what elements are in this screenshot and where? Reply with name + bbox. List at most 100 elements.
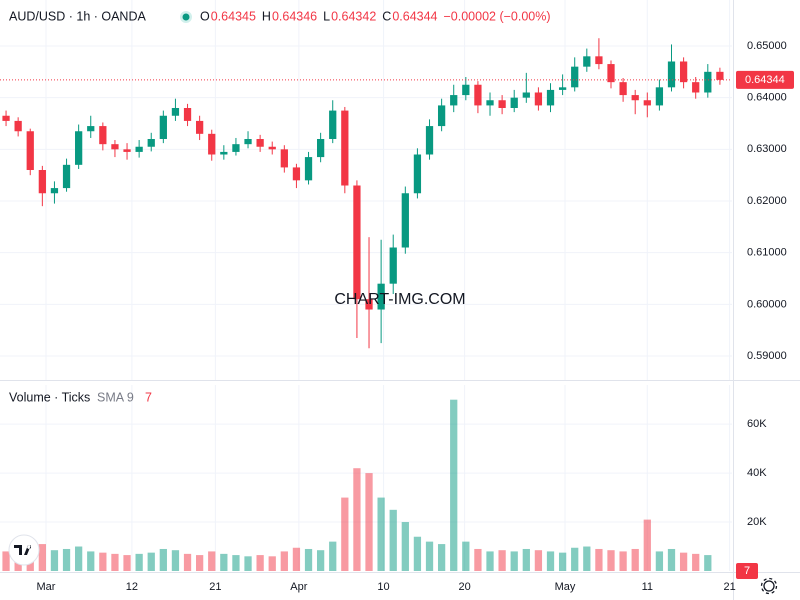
change: −0.00002 (−0.00%) [444, 9, 551, 23]
volume-bar [643, 519, 651, 571]
volume-bar [510, 551, 518, 571]
candle-body [522, 92, 530, 98]
volume-title: Volume · Ticks [9, 390, 90, 404]
candle-body [244, 138, 252, 145]
y-tick-label: 0.60000 [747, 298, 787, 310]
candle-body [510, 97, 518, 108]
volume-bar [679, 552, 688, 571]
ohlc-label: O [200, 9, 210, 23]
y-tick-label: 0.62000 [747, 195, 787, 207]
volume-indicator: SMA 9 [97, 390, 134, 404]
candle-body [425, 126, 434, 155]
candle-body [667, 61, 676, 88]
candle-body [304, 157, 313, 181]
volume-bar [353, 468, 361, 571]
candle-body [147, 138, 155, 147]
volume-bar [667, 548, 676, 571]
volume-bar [558, 552, 567, 571]
volume-bar [692, 553, 700, 571]
candle-body [498, 100, 506, 108]
volume-bar [389, 509, 397, 571]
volume-bar [183, 553, 192, 571]
candle-body [208, 133, 216, 155]
volume-bar [159, 548, 167, 571]
x-tick-label: Apr [290, 581, 307, 593]
volume-bar [486, 551, 494, 571]
candle-body [171, 107, 180, 116]
volume-bar [534, 550, 543, 571]
candle-body [183, 107, 192, 121]
x-tick-label: May [555, 581, 576, 593]
ohlc-value: 0.64346 [272, 9, 317, 23]
x-tick-label: 21 [723, 581, 735, 593]
volume-bar [704, 555, 712, 571]
candle-body [389, 247, 397, 284]
candle-body [220, 151, 228, 155]
legend: AUD/USD · 1h · OANDA O 0.64345 H 0.64346 L 0.… [9, 9, 551, 23]
candle-body [14, 120, 22, 132]
candle-body [329, 110, 337, 139]
candle-body [62, 164, 71, 189]
volume-bar [232, 555, 240, 571]
candle-body [692, 82, 700, 93]
watermark: CHART-IMG.COM [334, 291, 465, 308]
candle-body [38, 170, 46, 194]
last-price-box [736, 70, 794, 89]
candle-body [486, 100, 494, 106]
volume-bar [50, 550, 59, 571]
volume-bar [522, 548, 530, 571]
y-tick-label: 0.65000 [747, 40, 787, 52]
y-tick-label: 60K [747, 418, 767, 430]
volume-bar [256, 555, 264, 571]
marks [0, 38, 732, 571]
volume-bar [655, 551, 664, 571]
volume-value: 7 [145, 390, 152, 404]
volume-bar [292, 547, 301, 571]
volume-bar [437, 544, 446, 571]
volume-bar [99, 552, 107, 571]
candle-body [292, 167, 301, 181]
volume-bar [631, 548, 639, 571]
ohlc-value: 0.64342 [331, 9, 376, 23]
volume-bar [401, 522, 409, 571]
x-tick-label: 20 [458, 581, 470, 593]
volume-bar [546, 551, 555, 571]
volume-bar [2, 551, 10, 571]
candle-body [619, 82, 627, 96]
candle-body [583, 56, 591, 67]
candle-body [413, 154, 422, 194]
candle-body [135, 146, 143, 152]
candle-body [26, 131, 34, 171]
y-tick-label: 0.64000 [747, 92, 787, 104]
ohlc-label: L [323, 9, 330, 23]
settings-icon[interactable] [760, 577, 778, 595]
volume-bar [38, 544, 46, 571]
candle-body [256, 138, 264, 147]
ohlc-value: 0.64345 [211, 9, 256, 23]
candle-body [607, 64, 615, 83]
volume-bar [377, 497, 385, 571]
volume-bar [123, 555, 131, 571]
candle-body [280, 149, 288, 168]
candle-body [232, 144, 240, 152]
volume-bar [571, 547, 579, 571]
volume-bar [196, 555, 204, 571]
candle-body [111, 144, 119, 150]
x-tick-label: Mar [37, 581, 56, 593]
candle-body [631, 95, 639, 101]
volume-bar [171, 550, 180, 571]
candle-body [558, 87, 567, 90]
volume-bar [220, 553, 228, 571]
volume-bar [316, 550, 325, 571]
candle-body [87, 126, 95, 132]
candle-body [450, 95, 458, 106]
candle-body [316, 138, 325, 158]
candle-body [268, 146, 276, 150]
volume-bar [280, 551, 288, 571]
ohlc-label: C [382, 9, 391, 23]
x-tick-label: 10 [377, 581, 389, 593]
candle-body [704, 71, 712, 93]
status-dot [182, 13, 190, 21]
candle-body [99, 126, 107, 145]
